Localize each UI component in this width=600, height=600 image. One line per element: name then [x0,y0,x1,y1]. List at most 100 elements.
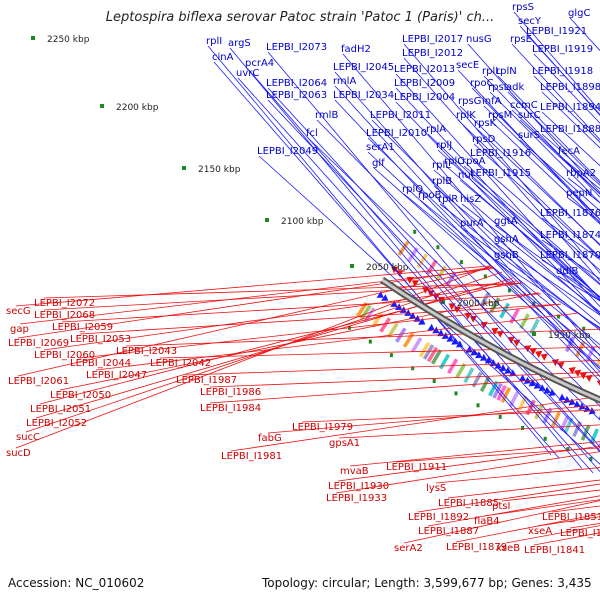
forward-cog-box [426,346,439,363]
genome-backbone-highlight [381,278,600,402]
reverse-label-line [337,445,600,482]
reverse-label-line [17,266,494,339]
forward-gene-label: nuf [458,170,475,181]
forward-label-line [495,259,600,329]
forward-cog-box [402,332,415,348]
reverse-gene-label: LEPBI_I1979 [292,422,353,433]
reverse-gene-arrow [411,280,420,287]
reverse-gene-label: serA2 [394,543,423,554]
forward-gene-label: rpoB [418,190,442,201]
reverse-gene-label: LEPBI_I2052 [26,418,87,429]
forward-gene-label: LEPBI_I1894 [540,102,600,113]
forward-gene-arrow [381,294,389,301]
rna-marker [582,326,586,331]
forward-gene-label: LEPBI_I1916 [470,148,531,159]
forward-gene-label: LEPBI_I2063 [266,90,327,101]
forward-cog-box [572,421,582,438]
reverse-gene-arrow [568,367,576,375]
rna-marker [454,391,458,396]
forward-gene-arrow [543,386,551,394]
forward-label-line [403,57,600,282]
forward-gene-arrow [548,388,556,397]
forward-gene-label: rplQ [402,184,423,195]
reverse-label-line [267,404,600,434]
forward-cog-box [463,367,475,384]
reverse-label-line [159,346,600,359]
forward-label-line [267,99,600,453]
forward-cog-box [430,349,443,365]
forward-gene-label: glgC [568,8,590,19]
reverse-gene-arrow [529,348,537,356]
reverse-gene-label: LEPBI_I1986 [200,387,261,398]
forward-gene-label: nusG [466,34,492,45]
reverse-gene-label: LEPBI_I1984 [200,403,261,414]
forward-cog-box [422,344,435,360]
reverse-label-line [125,328,600,347]
reverse-gene-label: LEPBI_I1885 [438,498,499,509]
reverse-gene-label: LEPBI_I2068 [34,310,95,321]
forward-gene-label: LEPBI_I1888 [540,124,600,135]
forward-gene-arrow [588,407,596,415]
forward-gene-label: LEPBI_I2034 [333,90,394,101]
topology-text: Topology: circular; Length: 3,599,677 bp… [262,576,592,590]
reverse-gene-arrow [469,315,478,323]
reverse-label-line [59,292,539,391]
forward-gene-label: LEPBI_I1919 [532,44,593,55]
forward-gene-arrow [479,353,488,361]
forward-gene-label: rpsS [512,2,534,13]
scale-label: 2250 kbp [47,35,90,45]
reverse-label-line [185,359,600,376]
forward-gene-label: LEPBI_I1921 [526,26,587,37]
forward-gene-arrow [390,300,398,307]
reverse-cog-box [479,291,491,308]
forward-cog-box [359,304,372,320]
forward-cog-box [479,376,491,393]
reverse-cog-box [529,318,540,335]
rna-marker [459,260,463,265]
forward-cog-box [471,371,483,388]
forward-gene-label: LEPBI_I2045 [333,62,394,73]
reverse-gene-label: mvaB [340,466,369,477]
forward-label-line [395,87,600,308]
forward-gene-arrow [494,361,502,369]
forward-gene-label: rpsE [510,34,532,45]
forward-gene-label: argS [228,38,251,49]
reverse-label-line [43,282,522,299]
forward-label-line [367,137,600,362]
forward-gene-label: LEPBI_I2017 [402,34,463,45]
forward-gene-label: LEPBI_I2012 [402,48,463,59]
reverse-gene-label: LEPBI_I2044 [70,358,131,369]
reverse-label-line [43,282,522,311]
forward-label-line [471,87,600,221]
reverse-label-line [79,303,561,335]
reverse-gene-label: flaB4 [474,516,500,527]
reverse-gene-label: LEPBI_I2069 [8,338,69,349]
scale-label: 1950 kbp [548,331,591,341]
forward-label-line [457,119,600,258]
reverse-label-line [35,277,513,419]
forward-label-line [433,185,600,325]
forward-cog-box [534,403,545,420]
forward-gene-label: LEPBI_I2009 [394,78,455,89]
reverse-label-line [403,500,600,544]
forward-gene-arrow [418,317,426,325]
forward-label-line [213,61,560,459]
forward-gene-label: uvrC [236,68,259,79]
forward-gene-arrow [509,369,517,377]
forward-cog-box [418,341,431,358]
reverse-gene-label: lysS [426,483,446,494]
forward-cog-box [447,358,459,375]
reverse-gene-arrow [535,350,543,358]
reverse-label-line [349,441,600,467]
forward-cog-box [395,327,407,343]
rna-marker [368,339,372,344]
reverse-label-line [417,483,600,513]
forward-cog-box [580,424,591,441]
forward-gene-label: secE [456,60,479,71]
forward-gene-label: rpsL [488,82,510,93]
forward-gene-label: rplR [438,194,458,205]
forward-gene-label: pepN [566,188,592,199]
rna-marker [483,274,487,279]
forward-gene-label: ddlB [556,266,578,277]
reverse-label-line [39,280,518,405]
